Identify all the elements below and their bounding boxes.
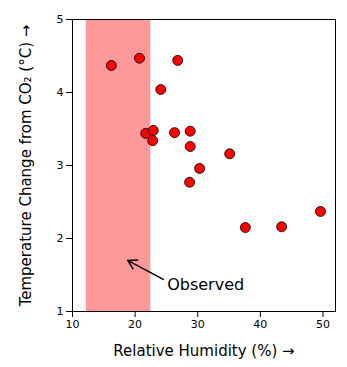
svg-text:1: 1: [57, 305, 64, 318]
svg-text:Observed: Observed: [167, 275, 244, 294]
svg-text:2: 2: [57, 232, 64, 245]
svg-text:5: 5: [57, 13, 64, 26]
svg-text:4: 4: [57, 86, 64, 99]
svg-text:20: 20: [128, 318, 142, 331]
svg-text:30: 30: [191, 318, 205, 331]
svg-text:10: 10: [66, 318, 80, 331]
svg-text:50: 50: [316, 318, 330, 331]
svg-text:40: 40: [253, 318, 267, 331]
svg-text:3: 3: [57, 159, 64, 172]
svg-text:Temperature Change from CO₂ (°: Temperature Change from CO₂ (°C) →: [17, 25, 35, 308]
svg-text:Relative Humidity (%) →: Relative Humidity (%) →: [113, 342, 294, 360]
